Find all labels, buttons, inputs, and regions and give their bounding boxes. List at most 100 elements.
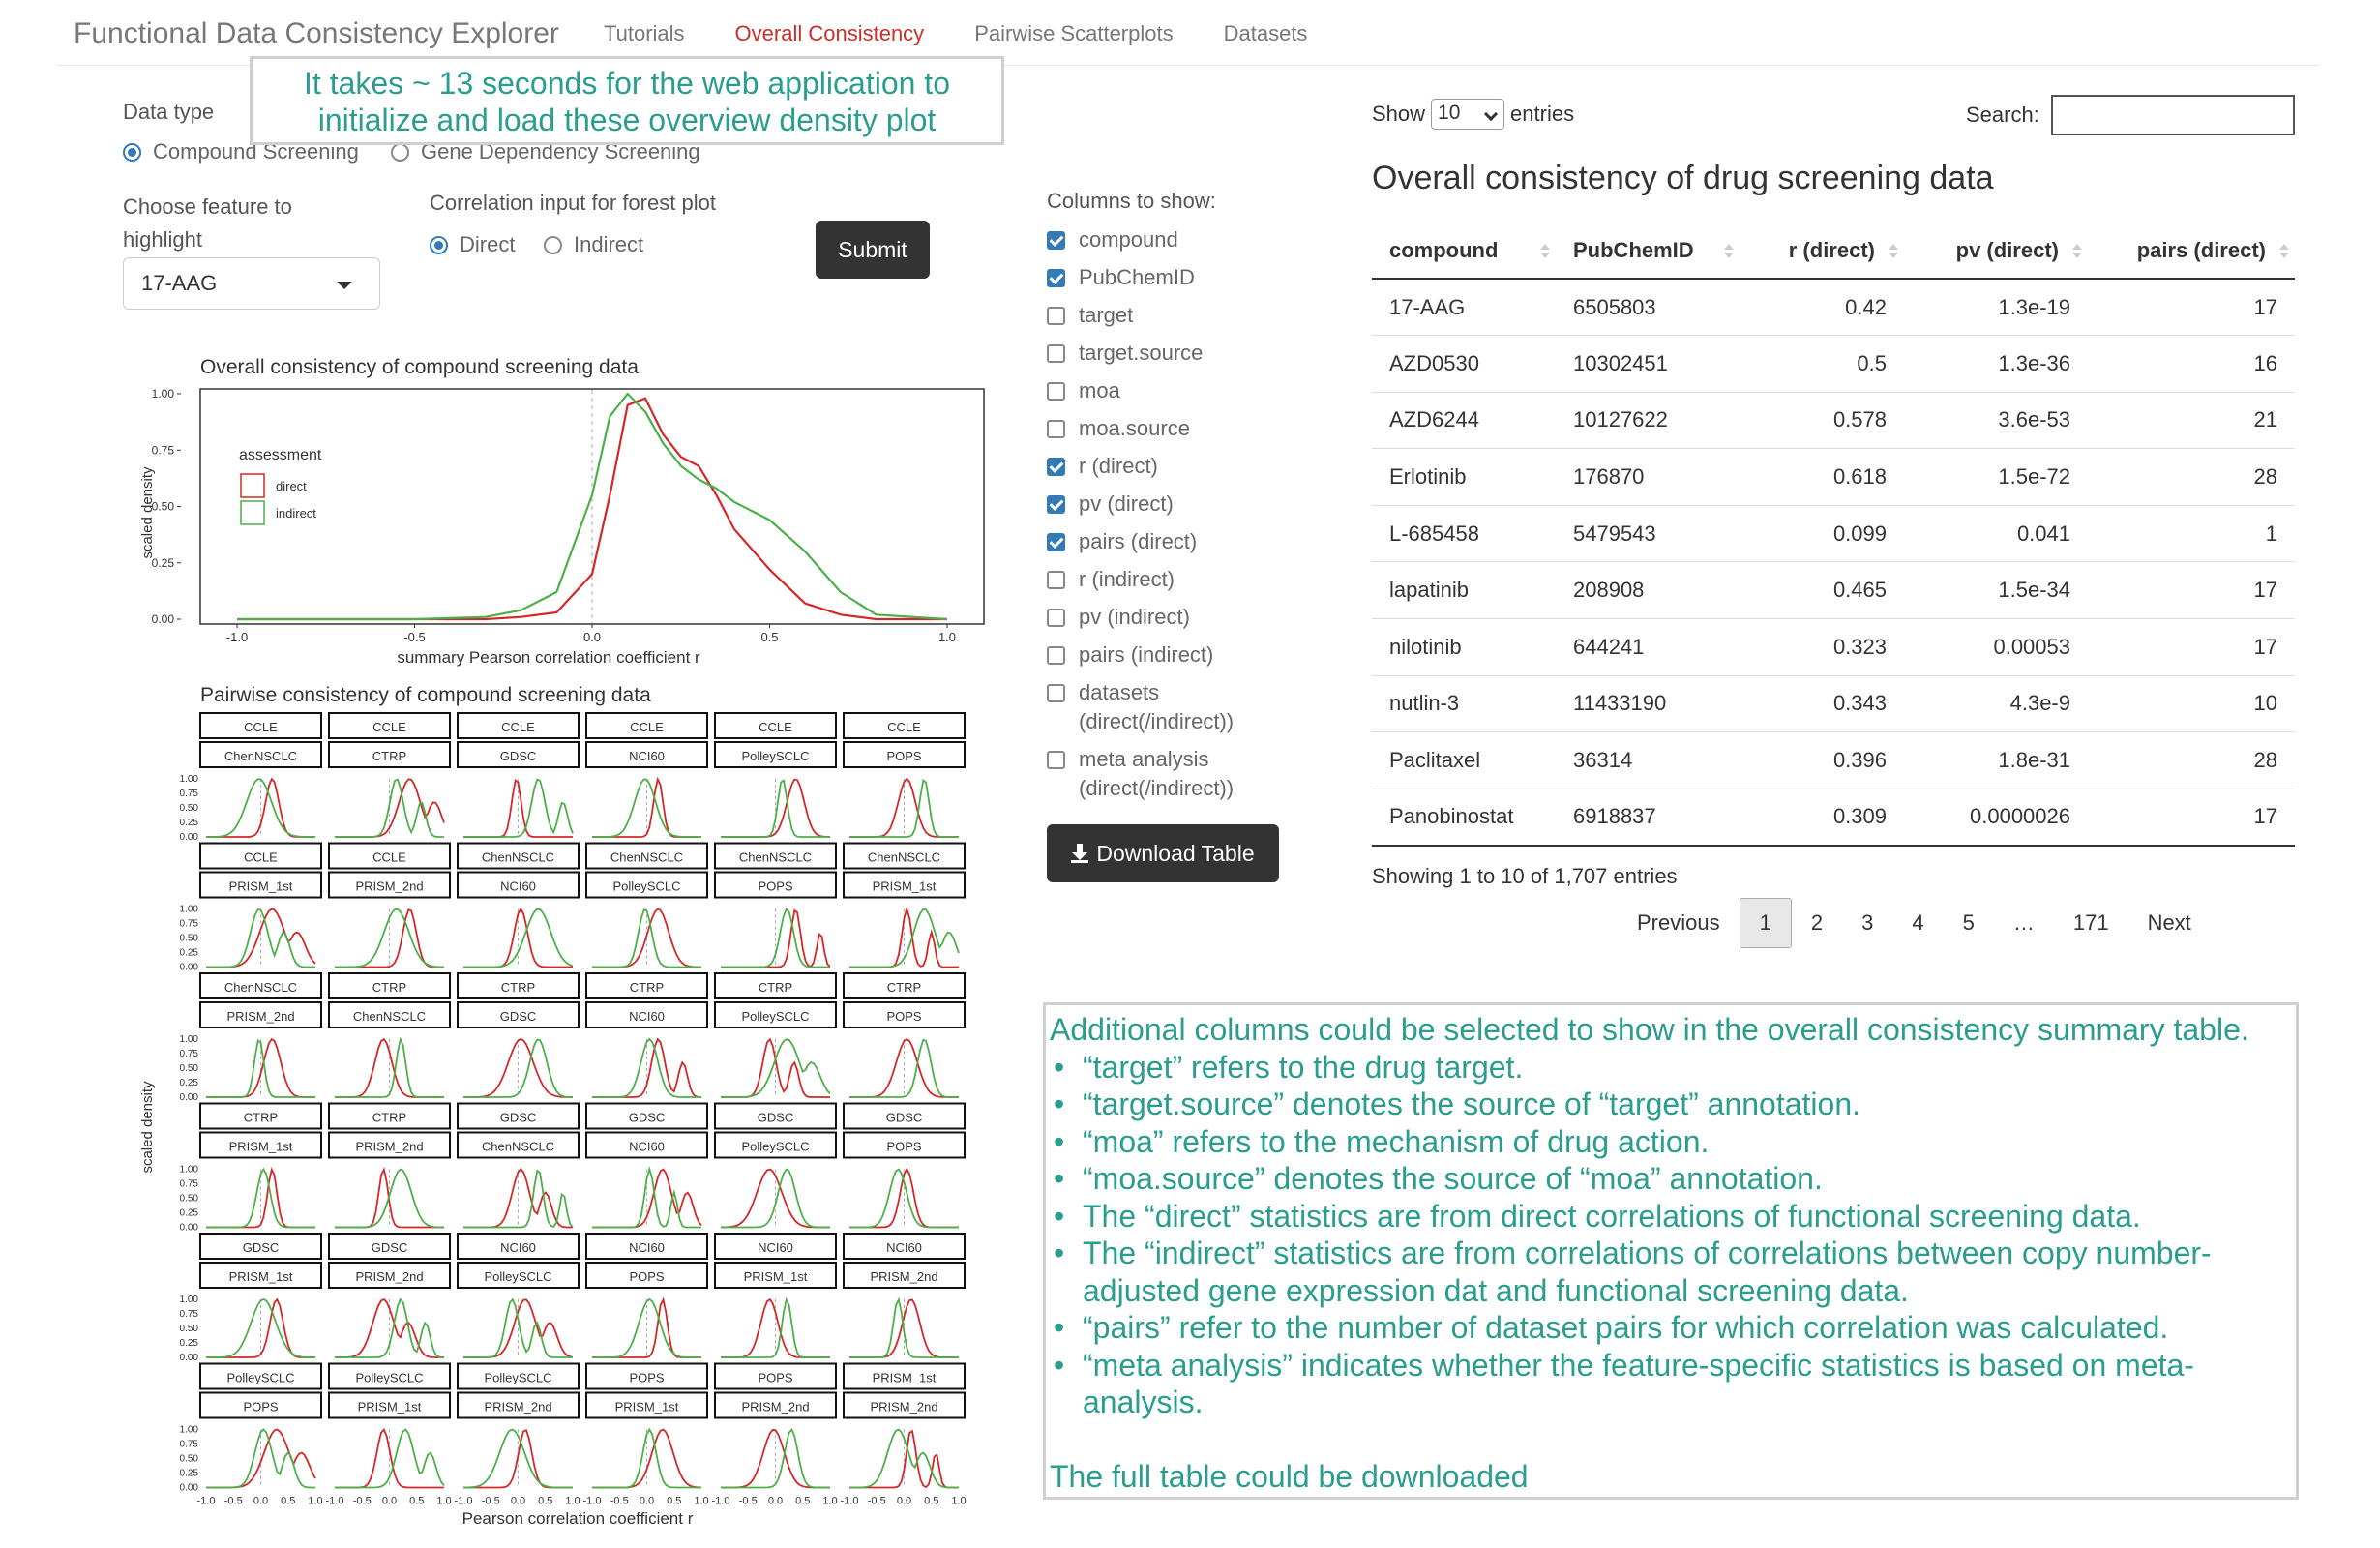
table-row[interactable]: nilotinib 644241 0.323 0.00053 17	[1372, 618, 2295, 676]
legend-title: assessment	[239, 447, 322, 463]
panel-strip	[328, 842, 451, 870]
column-checkbox-r-direct[interactable]: r (direct)	[1047, 452, 1279, 481]
panel-density-indirect	[849, 1168, 959, 1229]
previous-button[interactable]: Previous	[1637, 910, 1720, 935]
radio-dot[interactable]	[123, 142, 141, 162]
tab-overall-consistency[interactable]: Overall Consistency	[734, 21, 925, 45]
table-row[interactable]: Paclitaxel 36314 0.396 1.8e-31 28	[1372, 731, 2295, 789]
panel-strip-label: NCI60	[629, 749, 665, 763]
cell-pairs-direct: 17	[2088, 278, 2295, 336]
page-2[interactable]: 2	[1810, 910, 1824, 935]
radio-dot[interactable]	[544, 235, 562, 254]
table-row[interactable]: AZD0530 10302451 0.5 1.3e-36 16	[1372, 335, 2295, 393]
checkbox[interactable]	[1047, 751, 1065, 769]
column-checkbox-target-source[interactable]: target.source	[1047, 339, 1279, 368]
note-bullet: “target.source” denotes the source of “t…	[1050, 1086, 2292, 1123]
col-header-pv-direct[interactable]: pv (direct)	[1904, 223, 2088, 280]
column-checkbox-pairs-direct[interactable]: pairs (direct)	[1047, 527, 1279, 556]
panel-strip-label: ChenNSCLC	[868, 850, 940, 865]
table-row[interactable]: Erlotinib 176870 0.618 1.5e-72 28	[1372, 448, 2295, 506]
search-input[interactable]	[2051, 95, 2295, 135]
column-checkbox-moa[interactable]: moa	[1047, 376, 1279, 405]
cell-r-direct: 0.578	[1740, 391, 1904, 449]
table-row[interactable]: 17-AAG 6505803 0.42 1.3e-19 17	[1372, 278, 2295, 336]
column-checkbox-pairs-indirect[interactable]: pairs (indirect)	[1047, 640, 1279, 670]
radio-dot[interactable]	[430, 235, 448, 254]
col-header-pubchemid[interactable]: PubChemID	[1556, 223, 1740, 280]
cell-compound: L-685458	[1372, 504, 1556, 562]
panel-strip	[457, 1131, 580, 1159]
next-button[interactable]: Next	[2147, 910, 2191, 935]
panel-x-tick-label: 0.0	[640, 1496, 654, 1507]
app-brand[interactable]: Functional Data Consistency Explorer	[74, 17, 559, 49]
column-checkbox-compound[interactable]: compound	[1047, 225, 1279, 254]
panel-strip-label: PRISM_1st	[873, 879, 937, 894]
checkbox[interactable]	[1047, 646, 1065, 665]
table-row[interactable]: Panobinostat 6918837 0.309 0.0000026 17	[1372, 788, 2295, 847]
panel-y-tick-label: 0.00	[180, 1223, 199, 1234]
page-4[interactable]: 4	[1912, 910, 1924, 935]
column-checkbox-target[interactable]: target	[1047, 301, 1279, 330]
entries-label: entries	[1510, 102, 1575, 126]
submit-button[interactable]: Submit	[816, 221, 930, 279]
page-1[interactable]: 1	[1739, 898, 1792, 948]
column-checkbox-r-indirect[interactable]: r (indirect)	[1047, 565, 1279, 594]
table-row[interactable]: L-685458 5479543 0.099 0.041 1	[1372, 504, 2295, 562]
feature-select[interactable]: 17-AAG	[123, 257, 380, 310]
panel-strip-label: NCI60	[629, 1009, 665, 1024]
panel-x-tick-label: 0.5	[924, 1496, 938, 1507]
checkbox[interactable]	[1047, 609, 1065, 627]
cell-r-direct: 0.396	[1740, 731, 1904, 789]
checkbox[interactable]	[1047, 307, 1065, 325]
checkbox[interactable]	[1047, 231, 1065, 250]
checkbox[interactable]	[1047, 344, 1065, 363]
checkbox[interactable]	[1047, 684, 1065, 702]
table-row[interactable]: lapatinib 208908 0.465 1.5e-34 17	[1372, 561, 2295, 619]
panel-density-indirect	[721, 908, 830, 968]
checkbox[interactable]	[1047, 571, 1065, 589]
column-checkbox-pv-indirect[interactable]: pv (indirect)	[1047, 603, 1279, 632]
checkbox[interactable]	[1047, 382, 1065, 401]
checkbox[interactable]	[1047, 495, 1065, 514]
table-row[interactable]: AZD6244 10127622 0.578 3.6e-53 21	[1372, 391, 2295, 449]
panel-density-indirect	[206, 1167, 315, 1229]
checkbox[interactable]	[1047, 533, 1065, 551]
page-3[interactable]: 3	[1861, 910, 1874, 935]
panel-strip	[328, 972, 451, 999]
checkbox[interactable]	[1047, 420, 1065, 438]
panel-strip	[328, 1102, 451, 1130]
radio-dot[interactable]	[391, 142, 409, 162]
col-header-compound[interactable]: compound	[1372, 223, 1556, 280]
column-checkbox-moa-source[interactable]: moa.source	[1047, 414, 1279, 443]
radio-indirect[interactable]: Indirect	[544, 232, 643, 257]
tab-tutorials[interactable]: Tutorials	[604, 21, 685, 45]
panel-y-tick-label: 0.75	[180, 1049, 199, 1059]
panel-strip-label: PRISM_2nd	[355, 879, 423, 894]
chevron-down-icon	[1483, 106, 1499, 122]
page-length-select[interactable]: 10	[1431, 99, 1505, 130]
checkbox[interactable]	[1047, 269, 1065, 287]
column-checkbox-pubchemid[interactable]: PubChemID	[1047, 263, 1279, 292]
col-header-pairs-direct[interactable]: pairs (direct)	[2088, 223, 2295, 280]
checkbox[interactable]	[1047, 458, 1065, 476]
table-info: Showing 1 to 10 of 1,707 entries	[1372, 864, 1678, 888]
column-checkbox-meta-analysis-direct-indirect[interactable]: meta analysis (direct(/indirect))	[1047, 745, 1279, 803]
checkbox-label: compound	[1079, 227, 1178, 252]
tab-pairwise-scatterplots[interactable]: Pairwise Scatterplots	[974, 21, 1174, 45]
download-table-button[interactable]: Download Table	[1047, 824, 1279, 882]
panel-strip	[585, 741, 708, 768]
checkbox-label: r (indirect)	[1079, 567, 1175, 591]
feature-select-value: 17-AAG	[141, 271, 218, 295]
page-5[interactable]: 5	[1962, 910, 1975, 935]
panel-density-indirect	[206, 1039, 315, 1098]
table-row[interactable]: nutlin-3 11433190 0.343 4.3e-9 10	[1372, 674, 2295, 732]
column-checkbox-datasets-direct-indirect[interactable]: datasets (direct(/indirect))	[1047, 678, 1279, 736]
column-checkbox-pv-direct[interactable]: pv (direct)	[1047, 490, 1279, 519]
page-171[interactable]: 171	[2072, 910, 2109, 935]
note-bullet: “moa.source” denotes the source of “moa”…	[1050, 1160, 2292, 1198]
panel-strip	[199, 1001, 322, 1028]
col-header-r-direct[interactable]: r (direct)	[1740, 223, 1904, 280]
panel-x-tick-label: 0.0	[253, 1496, 268, 1507]
tab-datasets[interactable]: Datasets	[1223, 21, 1308, 45]
radio-direct[interactable]: Direct	[430, 232, 515, 257]
